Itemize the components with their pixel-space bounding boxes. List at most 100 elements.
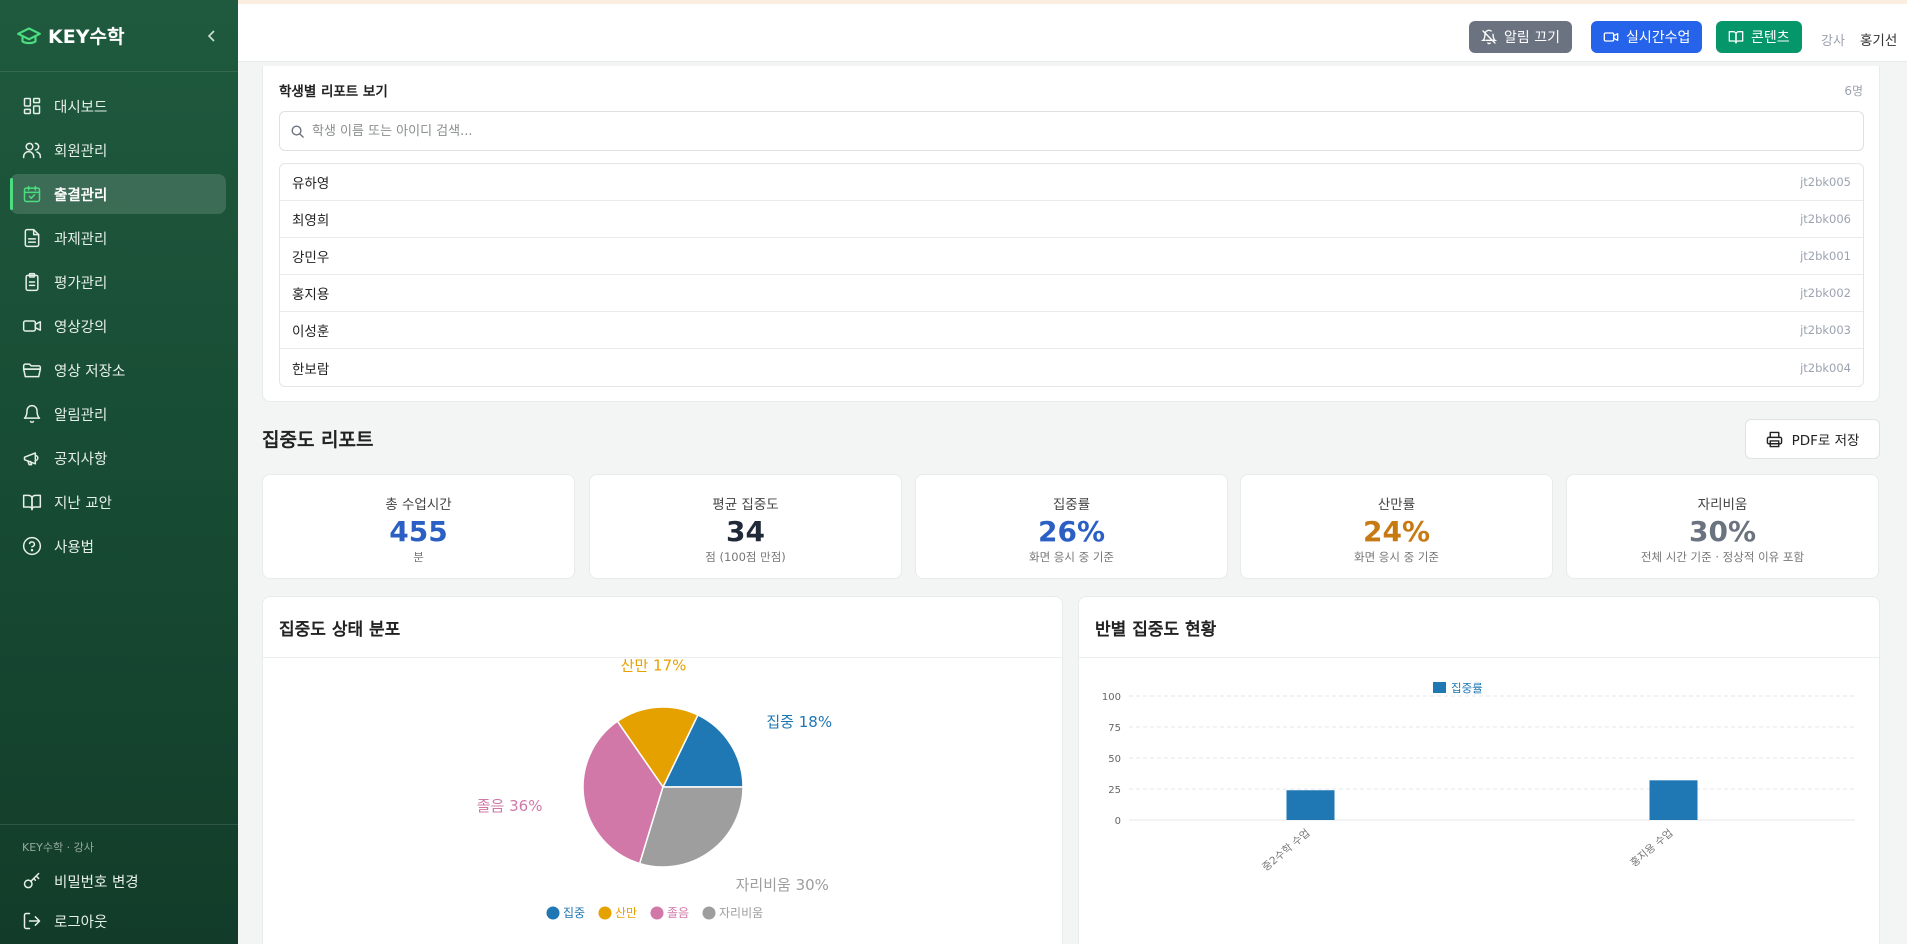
- student-row[interactable]: 이성훈 jt2bk003: [280, 312, 1863, 349]
- bar[interactable]: [1286, 790, 1335, 820]
- stat-value: 30%: [1688, 515, 1757, 548]
- status-distribution-card: 집중도 상태 분포 집중 18% 산만 17% 졸음 36% 자리비움 30% 집중 산만…: [262, 596, 1063, 944]
- legend-swatch: [546, 906, 560, 920]
- student-row[interactable]: 강민우 jt2bk001: [280, 238, 1863, 275]
- change-password-button[interactable]: 비밀번호 변경: [0, 861, 238, 901]
- student-name: 한보람: [292, 361, 330, 378]
- alarm-off-button[interactable]: 알림 끄기: [1469, 21, 1572, 53]
- student-id: jt2bk005: [1800, 175, 1851, 189]
- legend-swatch: [598, 906, 612, 920]
- legend-item[interactable]: 집중률: [1433, 681, 1483, 695]
- student-row[interactable]: 한보람 jt2bk004: [280, 349, 1863, 386]
- graduation-cap-icon: [17, 26, 41, 44]
- y-tick-label: 50: [1108, 754, 1121, 765]
- brand-name: KEY수학: [48, 26, 125, 48]
- y-tick-label: 75: [1108, 723, 1121, 734]
- logout-label: 로그아웃: [54, 914, 108, 931]
- megaphone-icon: [23, 452, 39, 466]
- pie-slice-label: 졸음 36%: [477, 797, 543, 815]
- student-search-input[interactable]: [312, 123, 1812, 139]
- student-id: jt2bk001: [1800, 249, 1851, 263]
- student-search[interactable]: [279, 111, 1864, 151]
- legend-item[interactable]: 집중: [546, 906, 586, 920]
- user-name[interactable]: 홍기선: [1860, 33, 1898, 49]
- logout-button[interactable]: 로그아웃: [0, 901, 238, 941]
- sidebar-item-help[interactable]: 사용법: [10, 526, 226, 566]
- student-row[interactable]: 홍지용 jt2bk002: [280, 275, 1863, 312]
- legend-item[interactable]: 산만: [598, 906, 638, 920]
- stat-label: 총 수업시간: [385, 497, 452, 513]
- live-class-button[interactable]: 실시간수업: [1591, 21, 1703, 53]
- pie-slice-4[interactable]: [638, 786, 744, 868]
- sidebar-item-calendar-check[interactable]: 출결관리: [10, 174, 226, 214]
- sidebar-item-video[interactable]: 영상강의: [10, 306, 226, 346]
- save-pdf-button[interactable]: PDF로 저장: [1745, 419, 1880, 459]
- stat-label: 집중률: [1052, 497, 1091, 513]
- student-name: 홍지용: [292, 287, 330, 303]
- sidebar-item-folder[interactable]: 영상 저장소: [10, 350, 226, 390]
- student-id: jt2bk004: [1800, 360, 1851, 375]
- legend-label: 집중률: [1451, 681, 1483, 695]
- stat-unit: 화면 응시 중 기준: [1353, 550, 1440, 564]
- bar[interactable]: [1649, 780, 1698, 820]
- folder-icon: [22, 363, 42, 378]
- legend-item[interactable]: 자리비움: [702, 906, 764, 920]
- bell-off-icon: [1481, 29, 1497, 45]
- legend-swatch: [1433, 682, 1446, 693]
- document-icon: [24, 228, 40, 248]
- student-name: 강민우: [292, 250, 330, 266]
- legend-label: 자리비움: [719, 906, 763, 920]
- pie-slice-label: 집중 18%: [766, 713, 832, 731]
- brand[interactable]: KEY수학: [0, 0, 238, 72]
- sidebar-item-book[interactable]: 지난 교안: [10, 482, 226, 522]
- stat-value: 34: [726, 515, 765, 548]
- student-name: 최영희: [292, 213, 330, 229]
- student-row[interactable]: 최영희 jt2bk006: [280, 201, 1863, 238]
- pie-slice-3[interactable]: [582, 720, 664, 865]
- sidebar-item-clipboard[interactable]: 평가관리: [10, 262, 226, 302]
- book-open-icon: [1728, 31, 1744, 44]
- stat-value: 455: [389, 515, 448, 548]
- dashboard-icon: [23, 97, 41, 115]
- user-role: 강사: [1821, 34, 1845, 49]
- legend-label: 졸음: [667, 906, 689, 920]
- stat-card: 총 수업시간 455 분: [262, 474, 575, 579]
- video-icon: [1603, 32, 1619, 42]
- bar-chart: 0 25 50 75 100 중2수학 수업 홍지용 수업 집중률: [1102, 681, 1855, 874]
- clipboard-icon: [25, 272, 39, 292]
- pie-chart-title: 집중도 상태 분포: [279, 620, 401, 640]
- legend-label: 집중: [563, 906, 585, 920]
- change-password-label: 비밀번호 변경: [54, 874, 139, 891]
- stat-unit: 분: [413, 550, 424, 564]
- stat-label: 평균 집중도: [712, 497, 779, 513]
- calendar-check-icon: [23, 185, 41, 203]
- y-tick-label: 100: [1102, 692, 1121, 703]
- sidebar-item-label: 영상 저장소: [54, 363, 126, 380]
- pie-slice-1[interactable]: [661, 713, 744, 788]
- divider: [263, 657, 1062, 658]
- student-report-title: 학생별 리포트 보기: [279, 84, 388, 100]
- sidebar-item-megaphone[interactable]: 공지사항: [10, 438, 226, 478]
- sidebar-item-dashboard[interactable]: 대시보드: [10, 86, 226, 126]
- student-row[interactable]: 유하영 jt2bk005: [280, 164, 1863, 201]
- legend-swatch: [650, 906, 664, 920]
- sidebar-item-users[interactable]: 회원관리: [10, 130, 226, 170]
- class-concentration-card: 반별 집중도 현황 0 25 50 75 100 중2수학 수업 홍지용 수업 집중률: [1078, 596, 1880, 944]
- stat-unit: 화면 응시 중 기준: [1028, 550, 1115, 564]
- pie-slice-2[interactable]: [616, 706, 699, 789]
- stat-card: 자리비움 30% 전체 시간 기준 · 정상적 이유 포함: [1566, 474, 1879, 579]
- stat-label: 산만률: [1377, 497, 1416, 513]
- stat-value: 24%: [1362, 515, 1431, 548]
- stat-card: 집중률 26% 화면 응시 중 기준: [915, 474, 1228, 579]
- sidebar-item-bell[interactable]: 알림관리: [10, 394, 226, 434]
- content-button[interactable]: 콘텐츠: [1716, 21, 1802, 53]
- stat-card: 평균 집중도 34 점 (100점 만점): [589, 474, 902, 579]
- student-count: 6명: [1844, 84, 1863, 98]
- legend-label: 산만: [615, 906, 637, 920]
- pie-slice-label: 산만 17%: [621, 659, 687, 674]
- y-tick-label: 0: [1115, 816, 1121, 827]
- sidebar-item-document[interactable]: 과제관리: [10, 218, 226, 258]
- chevron-left-icon[interactable]: [205, 28, 219, 44]
- legend-item[interactable]: 졸음: [650, 906, 690, 920]
